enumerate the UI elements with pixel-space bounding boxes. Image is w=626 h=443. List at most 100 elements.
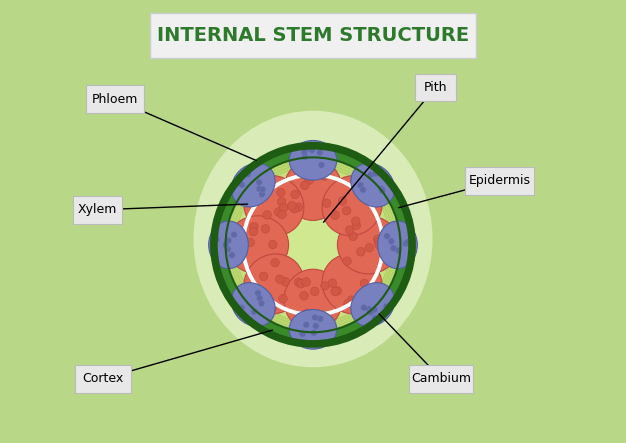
Ellipse shape [360, 187, 366, 193]
Circle shape [225, 157, 401, 332]
Ellipse shape [297, 280, 305, 288]
Text: Cambium: Cambium [411, 373, 471, 385]
Ellipse shape [379, 187, 386, 194]
Ellipse shape [384, 233, 390, 239]
Ellipse shape [309, 147, 316, 153]
Ellipse shape [294, 203, 303, 211]
Ellipse shape [256, 179, 262, 186]
Ellipse shape [281, 277, 290, 286]
Ellipse shape [366, 197, 375, 206]
FancyBboxPatch shape [86, 85, 144, 113]
Ellipse shape [357, 248, 365, 256]
Text: Cortex: Cortex [83, 373, 124, 385]
Ellipse shape [342, 206, 351, 215]
Ellipse shape [225, 237, 232, 244]
Ellipse shape [379, 186, 385, 192]
Ellipse shape [338, 197, 347, 205]
Ellipse shape [372, 315, 378, 321]
Ellipse shape [303, 146, 309, 152]
Ellipse shape [303, 309, 312, 318]
Ellipse shape [322, 254, 382, 314]
Ellipse shape [208, 221, 249, 268]
Ellipse shape [277, 198, 286, 206]
Ellipse shape [351, 283, 394, 326]
Ellipse shape [388, 238, 394, 245]
Ellipse shape [244, 254, 304, 314]
Ellipse shape [255, 290, 261, 296]
Ellipse shape [263, 210, 271, 219]
Ellipse shape [268, 303, 277, 312]
Ellipse shape [383, 303, 389, 310]
Ellipse shape [322, 175, 382, 236]
Ellipse shape [395, 247, 401, 253]
FancyBboxPatch shape [76, 365, 131, 393]
Text: Phloem: Phloem [91, 93, 138, 105]
Ellipse shape [331, 287, 339, 296]
Ellipse shape [351, 217, 360, 225]
Ellipse shape [251, 309, 257, 315]
Text: Xylem: Xylem [78, 203, 117, 216]
Ellipse shape [333, 287, 342, 295]
Ellipse shape [244, 175, 304, 236]
FancyBboxPatch shape [150, 13, 476, 58]
Ellipse shape [259, 300, 265, 307]
Ellipse shape [302, 278, 310, 286]
Ellipse shape [352, 221, 361, 229]
Ellipse shape [361, 304, 367, 311]
Ellipse shape [322, 199, 331, 207]
Ellipse shape [328, 279, 337, 288]
Ellipse shape [250, 222, 258, 231]
Ellipse shape [287, 202, 296, 210]
Ellipse shape [312, 315, 318, 321]
Ellipse shape [239, 182, 245, 188]
Ellipse shape [371, 307, 377, 313]
Ellipse shape [260, 187, 266, 193]
Ellipse shape [278, 210, 286, 219]
Ellipse shape [360, 279, 369, 288]
Ellipse shape [365, 243, 374, 252]
Ellipse shape [274, 208, 283, 216]
Text: Epidermis: Epidermis [468, 174, 530, 187]
Ellipse shape [404, 239, 411, 245]
Ellipse shape [303, 322, 309, 328]
Ellipse shape [257, 295, 263, 301]
Ellipse shape [259, 191, 265, 198]
Ellipse shape [299, 331, 305, 337]
Ellipse shape [310, 330, 317, 336]
Ellipse shape [321, 281, 329, 290]
Circle shape [270, 202, 356, 287]
Ellipse shape [279, 294, 287, 303]
Ellipse shape [259, 272, 268, 281]
Ellipse shape [239, 305, 245, 311]
Ellipse shape [372, 171, 379, 177]
Ellipse shape [256, 186, 262, 192]
Circle shape [214, 146, 412, 344]
Ellipse shape [289, 310, 337, 349]
Text: Pith: Pith [424, 81, 447, 94]
Ellipse shape [275, 275, 284, 284]
Ellipse shape [300, 181, 309, 190]
FancyBboxPatch shape [409, 365, 473, 393]
Ellipse shape [310, 287, 319, 295]
Ellipse shape [235, 253, 244, 261]
Ellipse shape [193, 111, 433, 367]
Ellipse shape [301, 149, 307, 155]
Ellipse shape [349, 232, 357, 241]
Ellipse shape [294, 278, 303, 287]
Ellipse shape [222, 242, 229, 248]
Ellipse shape [249, 227, 258, 236]
Ellipse shape [229, 252, 235, 258]
Ellipse shape [367, 171, 374, 178]
Ellipse shape [289, 140, 337, 180]
Ellipse shape [374, 238, 383, 247]
Ellipse shape [305, 176, 314, 184]
Ellipse shape [225, 246, 231, 253]
Ellipse shape [367, 309, 374, 315]
Ellipse shape [319, 162, 325, 168]
FancyBboxPatch shape [415, 74, 456, 101]
Ellipse shape [317, 315, 324, 322]
FancyBboxPatch shape [464, 167, 535, 194]
Ellipse shape [264, 301, 272, 309]
Ellipse shape [373, 235, 382, 244]
Ellipse shape [320, 172, 329, 180]
